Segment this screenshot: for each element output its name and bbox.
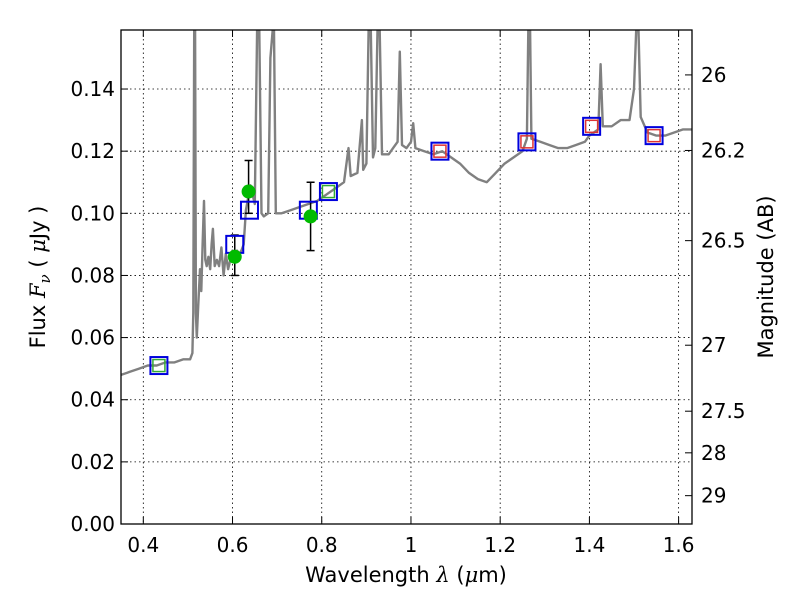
axes-frame <box>120 29 693 525</box>
model-inner-red <box>520 135 534 149</box>
ticks: 0.4 0.6 0.8 1 1.2 1.4 1.6 0.00 0.02 0.04 0.06 0.08 0… <box>70 30 746 557</box>
y-tick-label: 0.10 <box>70 201 115 225</box>
x-tick-label: 1 <box>405 533 418 557</box>
y2-axis-label: Magnitude (AB) <box>754 195 778 358</box>
model-box <box>239 200 259 220</box>
x-tick-label: 1.4 <box>573 533 605 557</box>
model-box <box>430 141 450 161</box>
x-tick-label: 1.6 <box>663 533 695 557</box>
y2-tick-label: 28 <box>701 441 726 465</box>
observed-point <box>303 209 318 224</box>
model-inner-green <box>152 358 166 373</box>
plot-area <box>121 30 692 377</box>
model-inner-red <box>584 119 599 134</box>
y-tick-label: 0.14 <box>70 77 115 101</box>
y-tick-label: 0.04 <box>70 388 115 412</box>
y-tick-label: 0.08 <box>70 263 115 287</box>
model-inner-red <box>647 128 661 143</box>
y-tick-label: 0.00 <box>70 512 115 536</box>
x-tick-label: 0.6 <box>217 533 249 557</box>
y-tick-label: 0.12 <box>70 139 115 163</box>
sed-model-line <box>121 30 692 377</box>
x-tick-label: 0.8 <box>306 533 338 557</box>
y2-tick-label: 27.5 <box>701 399 746 423</box>
y2-tick-label: 27 <box>701 333 726 357</box>
model-box <box>644 126 664 146</box>
x-tick-label: 1.2 <box>484 533 516 557</box>
model-box <box>582 116 602 136</box>
observed-point <box>241 184 256 199</box>
model-inner-red <box>433 144 447 158</box>
y2-tick-label: 26.5 <box>701 229 746 253</box>
y2-tick-label: 26 <box>701 63 726 87</box>
model-inner-green <box>321 184 336 199</box>
y2-tick-label: 26.2 <box>701 138 746 162</box>
y-tick-label: 0.02 <box>70 450 115 474</box>
observed-point <box>227 249 242 264</box>
model-box <box>517 132 537 152</box>
x-tick-label: 0.4 <box>127 533 159 557</box>
grid-lines <box>121 30 692 525</box>
x-axis-label: Wavelength λ (μm) <box>305 563 507 587</box>
model-box <box>318 182 338 202</box>
y2-tick-label: 29 <box>701 484 726 508</box>
y-axis-label: Flux Fν ( μJy ) <box>26 206 54 349</box>
y-tick-label: 0.06 <box>70 326 115 350</box>
model-box <box>149 356 169 376</box>
